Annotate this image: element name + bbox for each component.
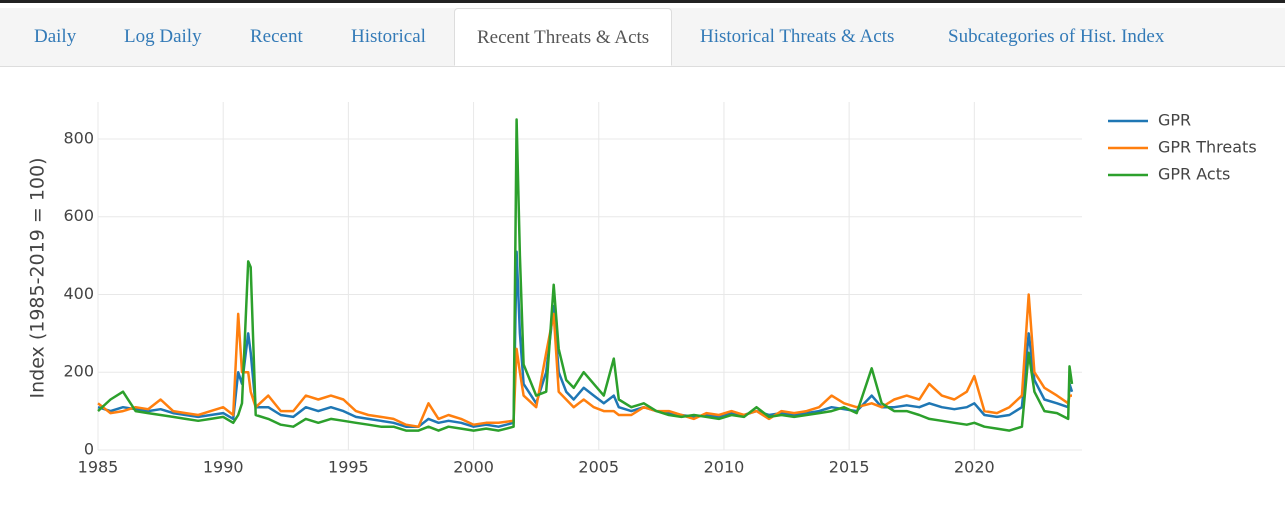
tab[interactable]: Historical Threats & Acts (700, 26, 895, 47)
x-tick-label: 1995 (328, 458, 369, 477)
x-tick-label: 2020 (954, 458, 995, 477)
top-bar (0, 0, 1285, 3)
y-tick-label: 200 (63, 362, 94, 381)
y-axis-title: Index (1985-2019 = 100) (27, 158, 49, 399)
x-tick-label: 2000 (453, 458, 494, 477)
legend-label: GPR Acts (1158, 165, 1230, 184)
y-tick-label: 600 (63, 206, 94, 225)
tab[interactable]: Daily (34, 26, 77, 47)
x-tick-label: 2005 (578, 458, 619, 477)
y-tick-label: 800 (63, 128, 94, 147)
legend-label: GPR (1158, 111, 1191, 130)
tab[interactable]: Recent Threats & Acts (454, 8, 673, 66)
y-tick-label: 0 (84, 440, 94, 459)
x-tick-label: 1990 (203, 458, 244, 477)
x-tick-label: 1985 (78, 458, 119, 477)
y-tick-label: 400 (63, 284, 94, 303)
line (97, 250, 1074, 428)
x-tick-label: 2010 (704, 458, 745, 477)
x-tick-label: 2015 (829, 458, 870, 477)
legend-label: GPR Threats (1158, 138, 1257, 157)
tab-bar: Daily Log Daily Recent Historical Recent Thr… (0, 8, 1285, 67)
line (97, 293, 1072, 428)
tab[interactable]: Log Daily (124, 26, 202, 47)
tab[interactable]: Recent (250, 26, 303, 47)
line (97, 118, 1074, 432)
tab[interactable]: Subcategories of Hist. Index (948, 26, 1165, 47)
tab[interactable]: Historical (351, 26, 426, 47)
